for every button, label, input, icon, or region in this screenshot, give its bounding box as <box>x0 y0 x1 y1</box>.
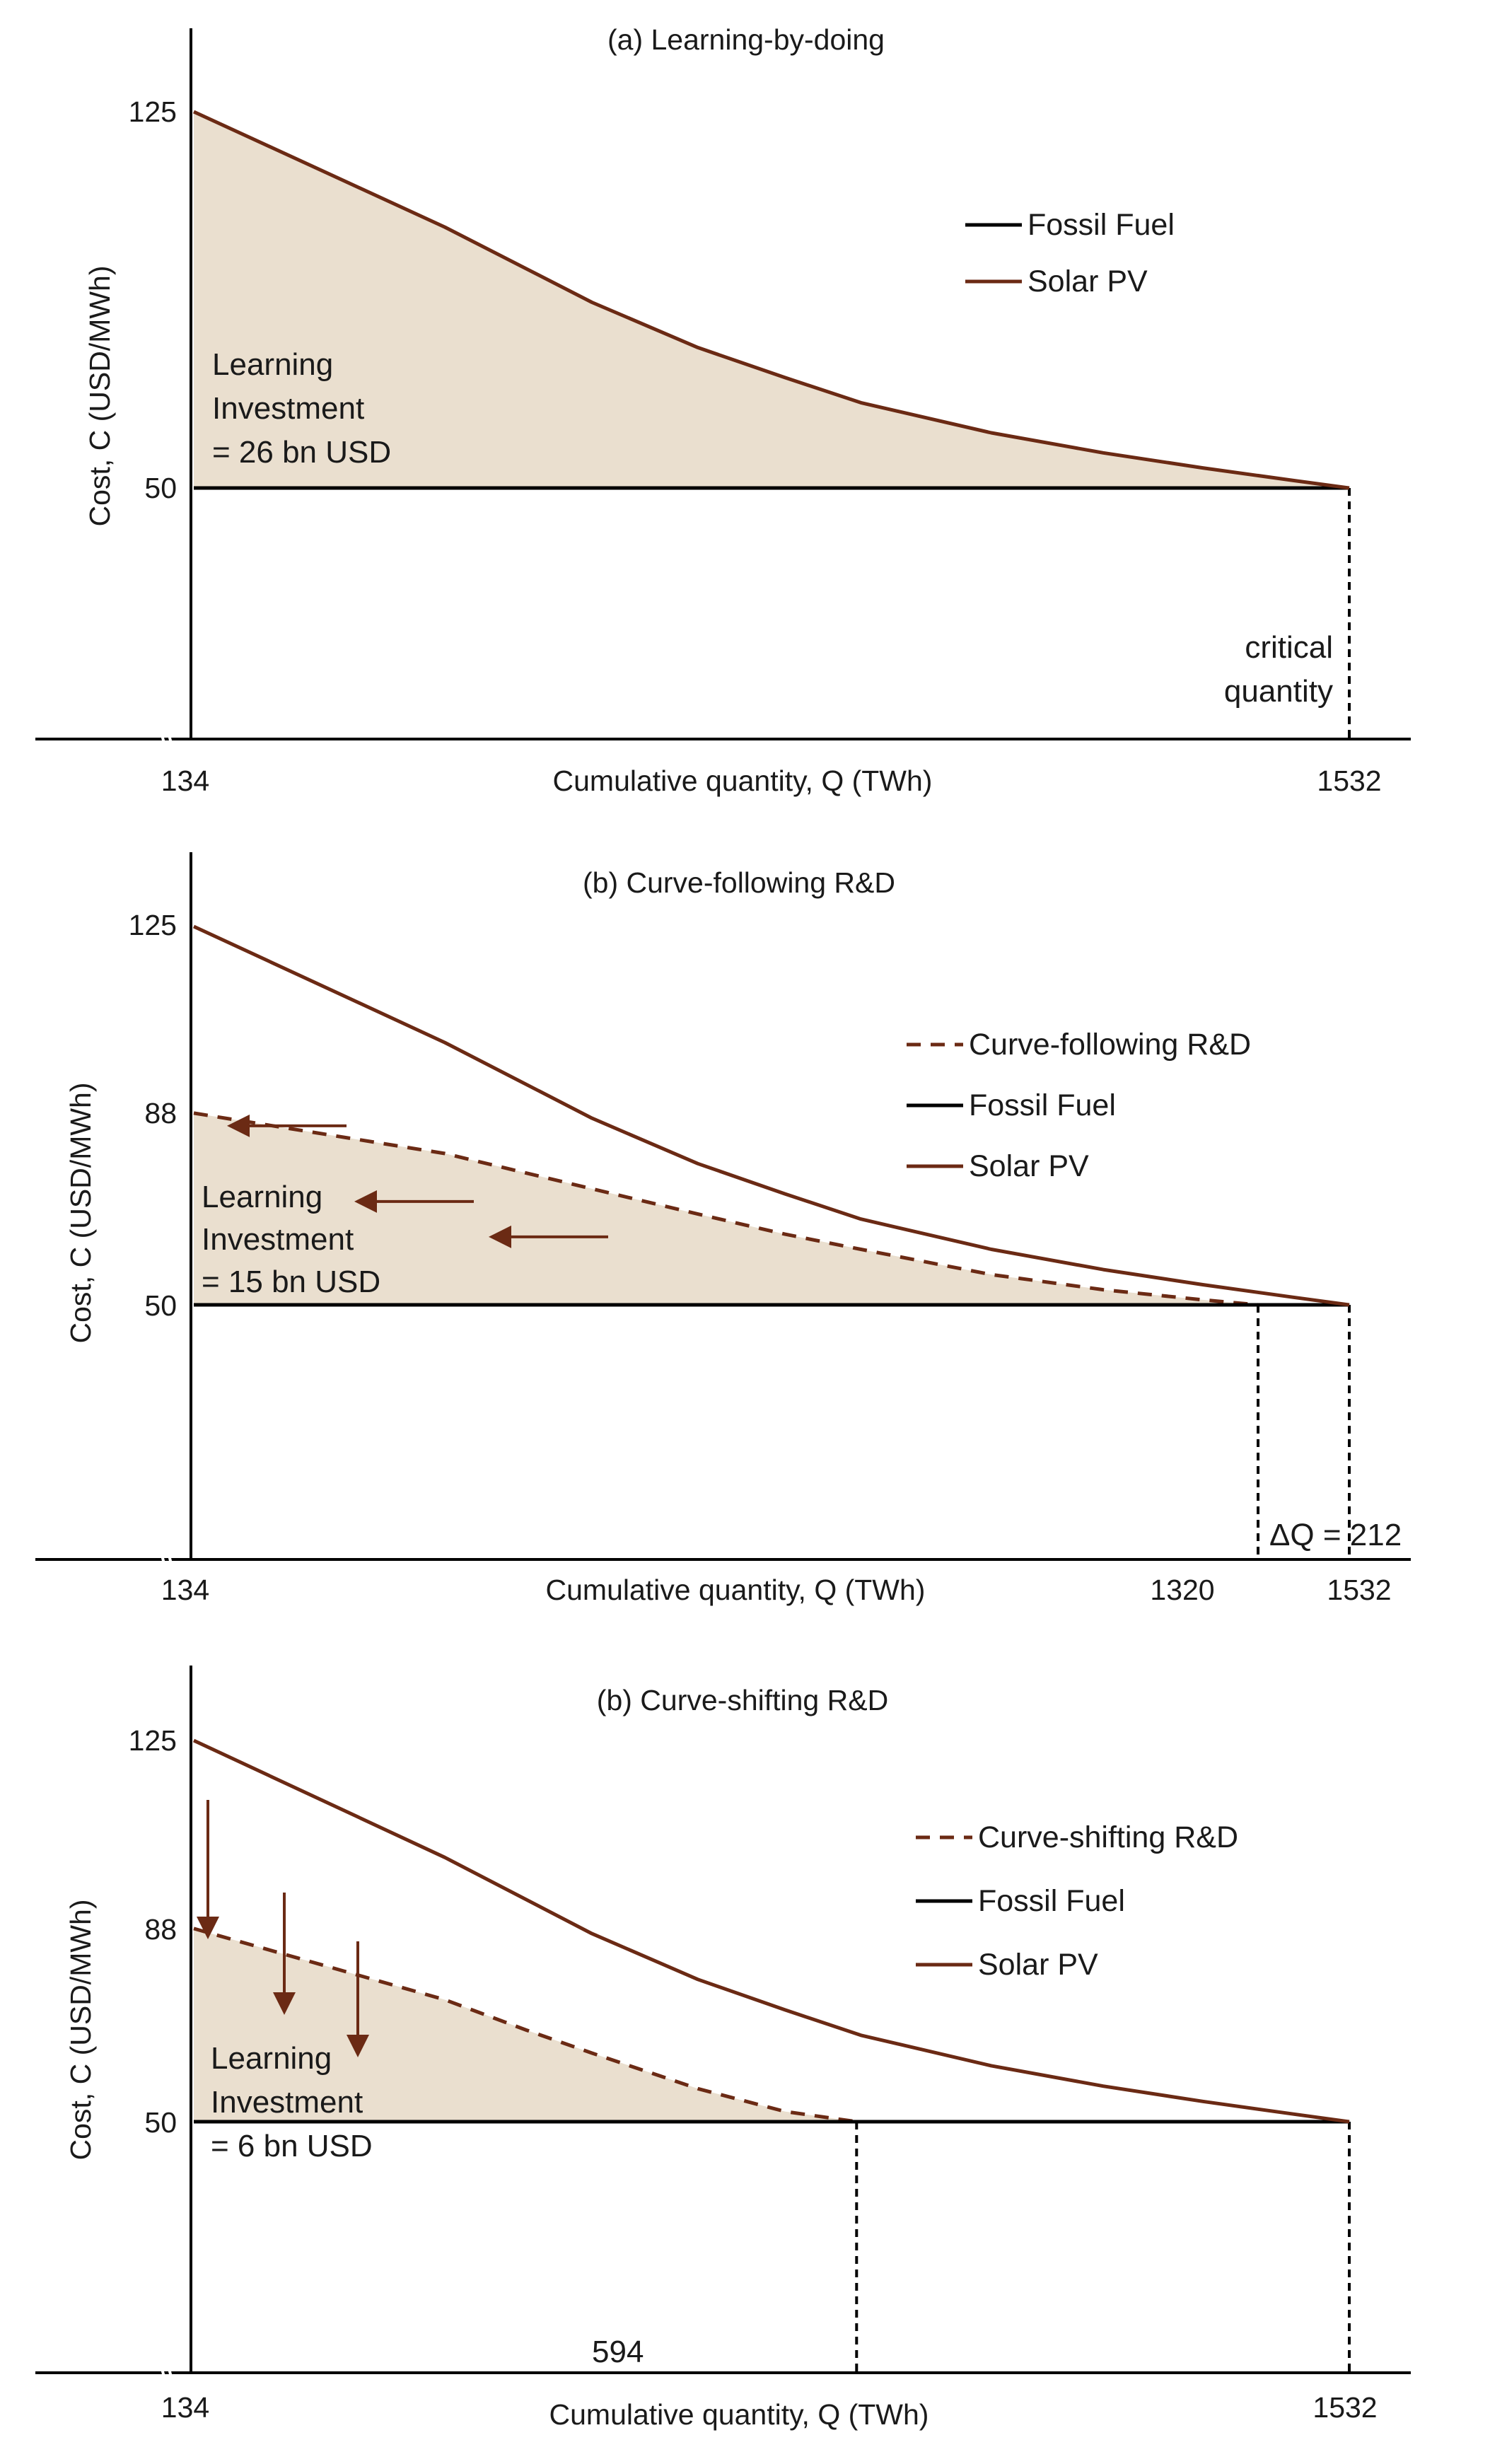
y-tick-label: 125 <box>129 1724 177 1757</box>
series-solar-pv <box>192 924 1350 1307</box>
annotation-investment: Investment <box>202 1222 354 1257</box>
axis-break-mark <box>167 2365 173 2381</box>
annotation-critical: quantity <box>1224 674 1333 709</box>
legend-label: Fossil Fuel <box>978 1884 1125 1918</box>
x-tick-label: 134 <box>161 2391 209 2424</box>
y-axis-label: Cost, C (USD/MWh) <box>83 266 116 527</box>
y-tick-label: 125 <box>129 909 177 941</box>
annotation-investment: Investment <box>212 391 364 426</box>
x-tick-label: 1532 <box>1317 765 1381 797</box>
y-tick-label: 125 <box>129 95 177 128</box>
learning-investment-area <box>194 1112 1258 1305</box>
x-tick-label: 1320 <box>1150 1574 1214 1606</box>
panel-1: (a) Learning-by-doing 134 1532 50 125 Cumulat… <box>35 23 1411 797</box>
legend-label: Fossil Fuel <box>969 1088 1116 1122</box>
annotation-investment: = 26 bn USD <box>212 435 391 470</box>
annotation-investment: = 6 bn USD <box>211 2129 373 2163</box>
x-axis-label: Cumulative quantity, Q (TWh) <box>546 1574 926 1606</box>
axis-break-mark <box>167 731 173 747</box>
annotation-q: 594 <box>592 2335 644 2369</box>
annotation-critical: critical <box>1245 630 1333 665</box>
y-tick-label: 50 <box>144 2106 177 2139</box>
legend-label: Curve-following R&D <box>969 1028 1251 1062</box>
y-tick-label: 50 <box>144 1289 177 1322</box>
legend-label: Curve-shifting R&D <box>978 1820 1238 1854</box>
y-tick-label: 88 <box>144 1097 177 1129</box>
y-tick-label: 50 <box>144 472 177 504</box>
axis-break-mark <box>167 1552 173 1567</box>
legend-label: Solar PV <box>1028 265 1148 298</box>
axis-break-mark <box>160 1552 166 1567</box>
x-tick-label: 134 <box>161 765 209 797</box>
axis-break-mark <box>160 2365 166 2381</box>
x-tick-label: 1532 <box>1327 1574 1391 1606</box>
learning-investment-area <box>194 112 1349 488</box>
annotation-delta: ΔQ = 212 <box>1269 1518 1402 1552</box>
panel-title: (b) Curve-shifting R&D <box>597 1684 888 1716</box>
panel-2: (b) Curve-following R&D 134 1320 1532 50 88 12… <box>35 852 1411 1606</box>
annotation-investment: Learning <box>212 347 333 382</box>
annotation-investment: = 15 bn USD <box>202 1265 380 1299</box>
axis-break-mark <box>160 731 166 747</box>
y-axis-label: Cost, C (USD/MWh) <box>64 1900 97 2161</box>
annotation-investment: Investment <box>211 2085 363 2120</box>
series-solar-pv <box>192 110 1350 490</box>
panel-3: (b) Curve-shifting R&D 134 1532 50 88 125 Cumu… <box>35 1666 1411 2431</box>
legend-label: Solar PV <box>969 1149 1089 1183</box>
x-axis-label: Cumulative quantity, Q (TWh) <box>553 765 933 797</box>
x-tick-label: 134 <box>161 1574 209 1606</box>
x-axis-label: Cumulative quantity, Q (TWh) <box>549 2398 929 2431</box>
panel-title: (a) Learning-by-doing <box>607 23 885 56</box>
panel-title: (b) Curve-following R&D <box>583 866 895 899</box>
y-tick-label: 88 <box>144 1913 177 1946</box>
legend-label: Solar PV <box>978 1948 1098 1982</box>
legend-label: Fossil Fuel <box>1028 208 1175 242</box>
annotation-investment: Learning <box>211 2041 332 2076</box>
annotation-investment: Learning <box>202 1180 322 1214</box>
x-tick-label: 1532 <box>1313 2391 1377 2424</box>
series-curve-shifting-r-d <box>193 1927 857 2124</box>
series-solar-pv <box>192 1738 1350 2124</box>
y-axis-label: Cost, C (USD/MWh) <box>64 1083 97 1344</box>
